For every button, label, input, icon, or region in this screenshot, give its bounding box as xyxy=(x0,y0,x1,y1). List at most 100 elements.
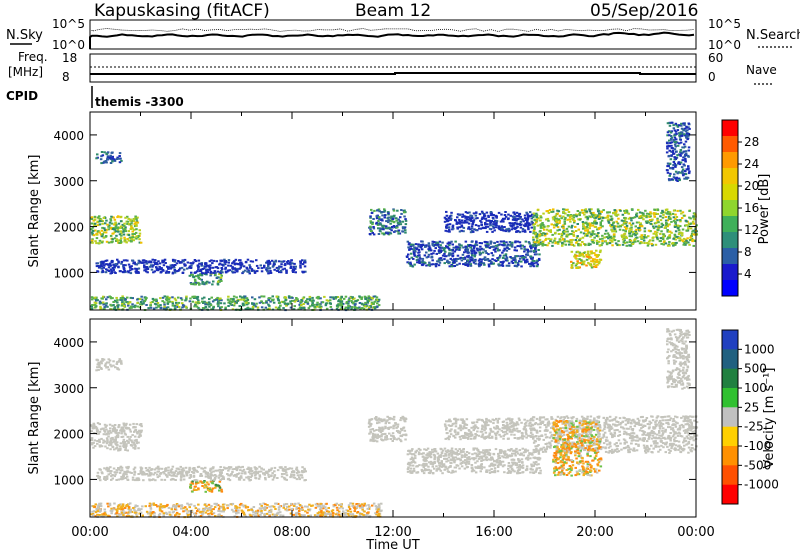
data-cell xyxy=(489,241,493,244)
data-cell xyxy=(92,510,96,513)
data-cell xyxy=(297,507,300,510)
data-cell xyxy=(273,470,276,473)
data-cell xyxy=(513,213,517,216)
data-cell xyxy=(462,221,466,224)
data-cell xyxy=(452,246,455,249)
data-cell xyxy=(490,252,493,255)
data-cell xyxy=(449,252,453,255)
data-cell xyxy=(325,508,328,511)
data-cell xyxy=(167,298,171,301)
data-cell xyxy=(107,241,111,244)
data-cell xyxy=(495,260,498,262)
data-cell xyxy=(572,218,575,221)
data-cell xyxy=(114,436,118,439)
data-cell xyxy=(213,506,217,509)
data-cell xyxy=(592,214,595,217)
data-cell xyxy=(153,468,157,471)
data-cell xyxy=(666,131,670,134)
data-cell xyxy=(535,241,539,244)
data-cell xyxy=(129,305,133,308)
data-cell xyxy=(336,296,340,298)
data-cell xyxy=(493,259,496,262)
data-cell xyxy=(642,236,646,239)
data-cell xyxy=(418,259,421,262)
data-cell xyxy=(157,304,160,307)
data-cell xyxy=(134,504,137,507)
data-cell xyxy=(275,502,278,505)
data-cell xyxy=(197,503,200,506)
data-cell xyxy=(657,221,660,224)
data-cell xyxy=(467,222,471,225)
data-cell xyxy=(435,241,438,244)
data-cell xyxy=(484,222,487,224)
data-cell xyxy=(542,212,545,215)
data-cell xyxy=(381,232,384,235)
data-cell xyxy=(202,267,206,270)
data-cell xyxy=(316,505,320,508)
data-cell xyxy=(128,307,132,310)
data-cell xyxy=(575,267,578,269)
data-cell xyxy=(244,261,248,264)
data-cell xyxy=(589,264,593,267)
data-cell xyxy=(584,229,587,232)
data-cell xyxy=(136,236,140,239)
data-cell xyxy=(153,261,156,264)
data-cell xyxy=(684,238,687,241)
data-cell xyxy=(306,511,309,514)
nave-tick-top: 60 xyxy=(708,51,723,65)
data-cell xyxy=(90,425,94,428)
data-cell xyxy=(129,508,133,511)
data-cell xyxy=(634,234,637,237)
data-cell xyxy=(249,514,252,517)
data-cell xyxy=(682,122,685,125)
data-cell xyxy=(250,508,253,511)
data-cell xyxy=(669,218,672,220)
data-cell xyxy=(106,502,109,505)
data-cell xyxy=(272,261,276,264)
data-cell xyxy=(109,431,113,434)
data-cell xyxy=(340,505,343,508)
data-cell xyxy=(569,241,572,244)
data-cell xyxy=(275,269,279,272)
data-cell xyxy=(109,427,112,430)
data-cell xyxy=(194,507,198,510)
data-cell xyxy=(531,213,534,216)
data-cell xyxy=(575,254,578,257)
data-cell xyxy=(537,217,540,220)
data-cell xyxy=(550,223,553,226)
data-cell xyxy=(300,514,303,516)
data-cell xyxy=(656,236,659,239)
data-cell xyxy=(100,265,104,268)
data-cell xyxy=(208,281,211,284)
data-cell xyxy=(101,270,105,273)
data-cell xyxy=(553,239,556,242)
data-cell xyxy=(301,270,304,273)
data-cell xyxy=(168,300,172,303)
data-cell xyxy=(133,508,136,511)
data-cell xyxy=(98,223,102,226)
data-cell xyxy=(485,230,489,233)
data-cell xyxy=(661,238,665,241)
data-cell xyxy=(94,306,97,309)
data-cell xyxy=(668,162,672,165)
data-cell xyxy=(101,233,104,236)
data-cell xyxy=(251,296,254,299)
data-cell xyxy=(329,512,332,515)
data-cell xyxy=(505,264,509,267)
data-cell xyxy=(218,489,221,492)
data-cell xyxy=(137,267,141,270)
data-cell xyxy=(137,509,140,512)
data-cell xyxy=(674,157,677,160)
data-cell xyxy=(138,241,142,244)
data-cell xyxy=(491,262,495,265)
data-cell xyxy=(101,222,104,225)
data-cell xyxy=(141,298,144,301)
data-cell xyxy=(389,232,393,235)
data-cell xyxy=(157,260,160,263)
data-cell xyxy=(494,214,498,217)
data-cell xyxy=(591,239,594,241)
data-cell xyxy=(201,281,204,283)
data-cell xyxy=(633,216,637,219)
data-cell xyxy=(103,429,106,432)
data-cell xyxy=(443,262,446,265)
